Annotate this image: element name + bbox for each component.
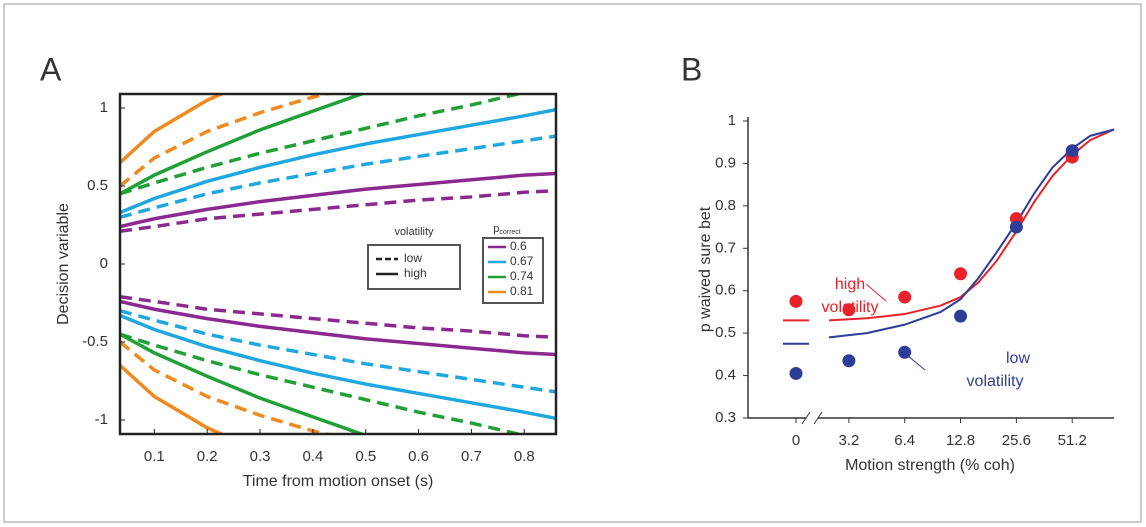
data-point (1009, 220, 1023, 234)
annotation: low (1006, 350, 1030, 367)
y-tick-label: 1 (100, 99, 108, 116)
decision-bound (120, 364, 226, 434)
decision-bound (120, 134, 556, 219)
decision-bound (120, 94, 226, 164)
data-point (954, 309, 968, 323)
x-tick-label: 0.6 (408, 448, 429, 465)
y-tick-label: -0.5 (82, 333, 108, 350)
annotation-pointer (901, 350, 926, 371)
legend-label: high (404, 266, 427, 280)
y-tick-label: 0.9 (715, 154, 736, 171)
x-tick-label: 0.3 (250, 448, 271, 465)
y-axis-label: p waived sure bet (697, 206, 714, 332)
decision-bound (120, 295, 556, 340)
data-point (789, 294, 803, 308)
y-tick-label: 0 (100, 255, 108, 272)
x-tick-label: 0.7 (461, 448, 482, 465)
legend-title-subscript: correct (499, 229, 520, 236)
axis-break (813, 411, 823, 425)
x-tick-label: 0.1 (144, 448, 165, 465)
x-tick-label: 0.4 (302, 448, 323, 465)
x-tick-label: 0 (792, 432, 800, 449)
legend-box (367, 244, 461, 290)
figure-border (3, 3, 1142, 523)
x-tick-label: 25.6 (1002, 432, 1031, 449)
annotation: high (835, 276, 865, 293)
y-tick-label: 0.6 (715, 282, 736, 299)
legend-label: 0.81 (510, 284, 534, 298)
y-tick-label: 0.4 (715, 367, 736, 384)
x-tick-label: 0.5 (355, 448, 376, 465)
axis-break (801, 411, 811, 425)
x-tick-label: 51.2 (1058, 432, 1087, 449)
decision-bound (120, 299, 556, 357)
legend-label: low (404, 251, 422, 265)
x-tick-label: 3.2 (838, 432, 859, 449)
decision-bound (120, 171, 556, 229)
y-tick-label: -1 (95, 411, 108, 428)
decision-bound (120, 332, 367, 434)
legend-title: volatility (394, 226, 434, 238)
y-tick-label: 0.5 (87, 177, 108, 194)
legend-title-main: p (493, 223, 499, 235)
decision-bound (120, 332, 525, 434)
x-axis-label: Motion strength (% coh) (845, 457, 1015, 474)
y-tick-label: 1 (728, 112, 736, 129)
y-tick-label: 0.3 (715, 409, 736, 426)
data-point (954, 267, 968, 281)
y-tick-label: 0.8 (715, 197, 736, 214)
y-axis-label: Decision variable (55, 203, 72, 325)
data-point (898, 290, 912, 304)
x-tick-label: 0.2 (197, 448, 218, 465)
lines (120, 94, 556, 434)
decision-bound (120, 107, 556, 215)
decision-bound (120, 94, 525, 196)
data-point (789, 366, 803, 380)
legend-label: 0.74 (510, 269, 534, 283)
decision-bound (120, 188, 556, 233)
x-tick-label: 12.8 (946, 432, 975, 449)
annotation-pointer (865, 283, 887, 302)
y-tick-label: 0.5 (715, 324, 736, 341)
decision-bound (120, 313, 556, 421)
x-axis-label: Time from motion onset (s) (243, 473, 434, 490)
x-tick-label: 6.4 (894, 432, 915, 449)
annotation: volatility (822, 299, 879, 316)
data-point (842, 354, 856, 368)
data-point (842, 303, 856, 317)
annotation: volatility (967, 373, 1024, 390)
decision-bound (120, 94, 367, 196)
data-point (1065, 144, 1079, 158)
legend-label: 0.67 (510, 254, 534, 268)
legend-title: pcorrect (493, 223, 521, 236)
decision-bound (120, 309, 556, 394)
panel-label: B (681, 51, 702, 87)
legend-label: 0.6 (510, 239, 527, 253)
x-tick-label: 0.8 (514, 448, 535, 465)
panel-label: A (40, 51, 62, 87)
y-tick-label: 0.7 (715, 239, 736, 256)
